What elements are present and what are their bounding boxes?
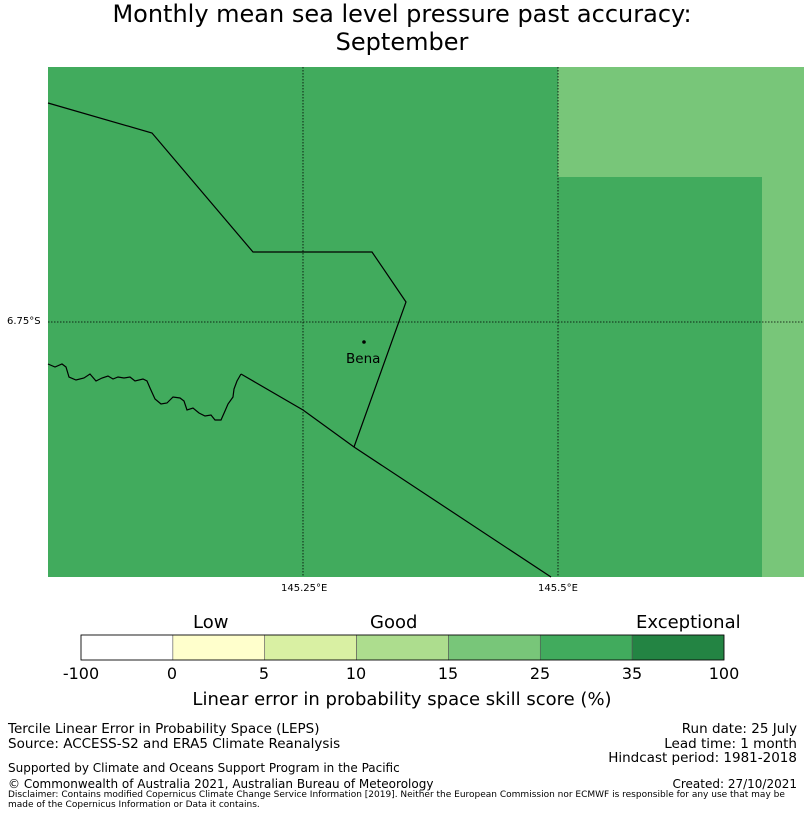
colorbar-segment xyxy=(448,634,541,661)
colorbar-frame xyxy=(80,634,725,661)
colorbar-segment xyxy=(80,634,174,661)
category-exceptional: Exceptional xyxy=(636,612,741,633)
lon-label-145-5: 145.5°E xyxy=(538,583,578,594)
lon-label-145-25: 145.25°E xyxy=(281,583,328,594)
footer-source: Source: ACCESS-S2 and ERA5 Climate Reana… xyxy=(8,736,341,752)
lat-label: 6.75°S xyxy=(7,316,41,327)
footer-support: Supported by Climate and Oceans Support … xyxy=(8,761,400,775)
footer-hindcast-period: Hindcast period: 1981-2018 xyxy=(608,750,797,766)
title-line-2: September xyxy=(335,28,469,56)
colorbar xyxy=(80,634,725,661)
tick-label: 15 xyxy=(437,664,459,683)
tick-label: 25 xyxy=(529,664,551,683)
footer-method: Tercile Linear Error in Probability Spac… xyxy=(8,721,320,737)
colorbar-segment xyxy=(539,634,633,661)
footer-copyright: © Commonwealth of Australia 2021, Austra… xyxy=(8,777,434,791)
tick-label: 100 xyxy=(708,664,740,683)
map-cell-top-right xyxy=(558,67,804,177)
footer-run-date: Run date: 25 July xyxy=(681,721,797,737)
province-border-south xyxy=(240,373,552,578)
colorbar-segment xyxy=(631,634,725,661)
bena-marker xyxy=(362,340,366,344)
tick-label: 35 xyxy=(621,664,643,683)
river-border xyxy=(47,363,242,421)
colorbar-title: Linear error in probability space skill … xyxy=(192,689,612,710)
tick-label: 0 xyxy=(166,664,178,683)
place-label-bena: Bena xyxy=(346,351,381,367)
chart-title: Monthly mean sea level pressure past acc… xyxy=(0,0,804,56)
title-line-1: Monthly mean sea level pressure past acc… xyxy=(112,0,692,28)
colorbar-segment xyxy=(264,634,357,661)
colorbar-segment xyxy=(356,634,449,661)
category-good: Good xyxy=(370,612,418,633)
map-cell-right-edge xyxy=(762,177,804,577)
province-border-north xyxy=(47,102,407,448)
tick-label: 5 xyxy=(258,664,270,683)
footer-lead-time: Lead time: 1 month xyxy=(664,736,797,752)
tick-label: -100 xyxy=(62,664,100,683)
map-canvas xyxy=(47,67,804,661)
tick-label: 10 xyxy=(345,664,367,683)
colorbar-segment xyxy=(172,634,266,661)
footer-disclaimer: Disclaimer: Contains modified Copernicus… xyxy=(8,790,785,810)
category-low: Low xyxy=(193,612,229,633)
footer-created: Created: 27/10/2021 xyxy=(672,777,797,791)
